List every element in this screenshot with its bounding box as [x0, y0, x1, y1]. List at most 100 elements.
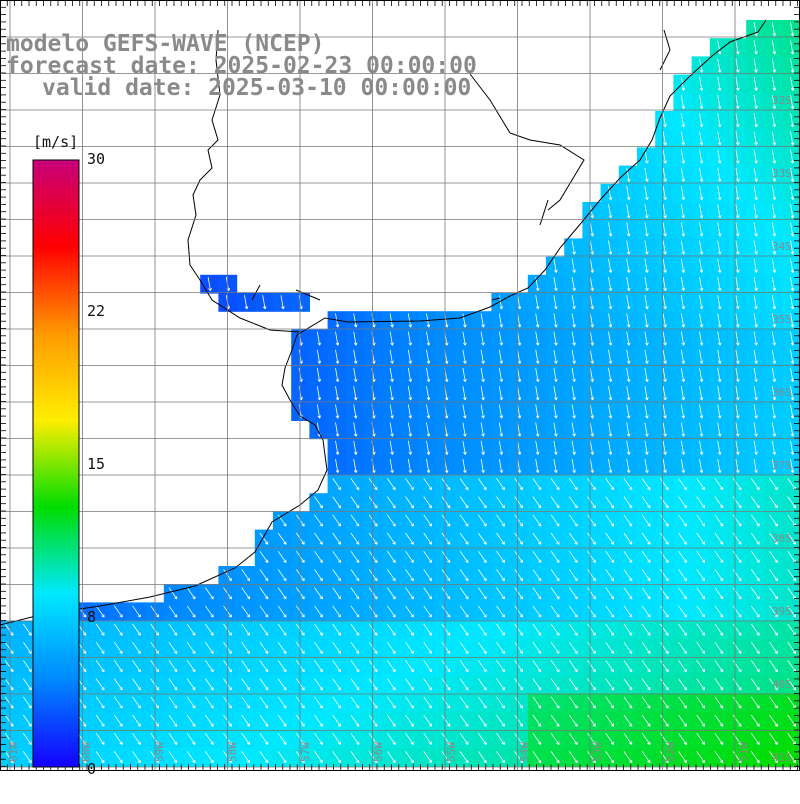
wind-arrow: [517, 422, 522, 437]
wind-arrow: [423, 623, 433, 636]
wind-cell: [782, 74, 800, 94]
wind-cell: [782, 638, 800, 658]
wind-arrow: [790, 295, 795, 310]
wind-arrow: [659, 550, 669, 563]
wind-arrow: [771, 222, 777, 237]
wind-arrow: [496, 478, 505, 491]
wind-arrow: [623, 714, 633, 727]
wind-arrow: [368, 696, 378, 709]
wind-arrow: [750, 550, 760, 563]
wind-arrow: [605, 696, 615, 709]
wind-arrow: [753, 94, 758, 110]
wind-arrow: [587, 514, 596, 527]
wind-arrow: [699, 313, 704, 328]
wind-arrow: [699, 167, 704, 182]
wind-arrow: [186, 660, 196, 673]
wind-arrow: [568, 714, 578, 727]
wind-arrow: [662, 386, 667, 401]
wind-arrow: [350, 496, 360, 509]
wind-arrow: [441, 514, 451, 527]
wind-arrow: [204, 714, 214, 727]
wind-arrow: [496, 641, 505, 654]
wind-arrow: [626, 349, 631, 364]
wind-cell: [782, 220, 800, 239]
wind-arrow: [753, 458, 758, 474]
wind-arrow: [644, 313, 649, 328]
wind-arrow: [790, 422, 795, 437]
wind-arrow: [186, 605, 196, 618]
wind-arrow: [386, 605, 396, 618]
wind-arrow: [441, 605, 451, 618]
wind-arrow: [790, 331, 795, 346]
wind-arrow: [168, 587, 178, 600]
wind-arrow: [735, 76, 740, 91]
wind-arrow: [735, 367, 740, 383]
wind-arrow: [550, 550, 560, 563]
wind-arrow: [259, 605, 269, 618]
wind-arrow: [314, 751, 323, 764]
wind-arrow: [314, 587, 323, 600]
wind-speed-field: [0, 20, 800, 767]
wind-arrow: [532, 605, 542, 618]
wind-arrow: [623, 696, 633, 709]
wind-arrow: [662, 458, 667, 474]
wind-arrow: [608, 313, 613, 328]
wind-arrow: [386, 660, 396, 673]
wind-arrow: [662, 276, 667, 292]
wind-arrow: [459, 696, 469, 709]
wind-arrow: [423, 496, 433, 509]
wind-arrow: [407, 331, 413, 346]
wind-arrow: [386, 550, 396, 563]
wind-arrow: [423, 678, 433, 691]
wind-arrow: [386, 714, 396, 727]
wind-arrow: [550, 678, 560, 691]
wind-arrow: [277, 732, 287, 745]
wind-arrow: [790, 240, 795, 255]
wind-arrow: [368, 550, 378, 563]
wind-arrow: [641, 696, 651, 709]
wind-arrow: [113, 641, 123, 654]
wind-arrow: [571, 349, 576, 364]
wind-arrow: [132, 714, 141, 727]
wind-arrow: [644, 258, 649, 273]
wind-arrow: [608, 331, 613, 346]
wind-arrow: [353, 440, 358, 455]
wind-arrow: [626, 295, 631, 310]
wind-arrow: [277, 660, 287, 673]
wind-arrow: [4, 732, 14, 745]
latitude-label: 33S: [772, 167, 792, 180]
wind-arrow: [659, 714, 669, 727]
wind-arrow: [662, 149, 667, 164]
wind-arrow: [553, 404, 558, 419]
wind-arrow: [732, 696, 742, 709]
wind-arrow: [350, 623, 360, 636]
wind-arrow: [353, 404, 358, 419]
wind-arrow: [659, 660, 669, 673]
wind-arrow: [350, 587, 360, 600]
wind-arrow: [550, 496, 560, 509]
wind-arrow: [699, 94, 704, 110]
wind-arrow: [735, 94, 740, 110]
wind-arrow: [753, 149, 758, 164]
wind-arrow: [699, 386, 704, 401]
wind-arrow: [659, 532, 669, 545]
longitude-label: 55W: [445, 742, 458, 762]
wind-arrow: [589, 276, 595, 292]
wind-arrow: [496, 732, 505, 745]
wind-arrow: [426, 386, 431, 401]
wind-arrow: [332, 623, 342, 636]
wind-cell: [782, 111, 800, 130]
wind-arrow: [735, 349, 740, 364]
wind-arrow: [95, 641, 105, 654]
wind-cell: [782, 566, 800, 585]
wind-arrow: [259, 660, 269, 673]
wind-arrow: [735, 386, 740, 401]
wind-cell: [782, 456, 800, 476]
wind-arrow: [680, 295, 686, 310]
wind-arrow: [771, 76, 777, 91]
wind-arrow: [241, 696, 251, 709]
wind-arrow: [699, 240, 704, 255]
longitude-labels: 61W 60W 59W 58W 57W 56W 55W 54W 53W 52W 51W: [7, 742, 750, 762]
wind-arrow: [480, 440, 485, 455]
wind-arrow: [462, 313, 467, 328]
